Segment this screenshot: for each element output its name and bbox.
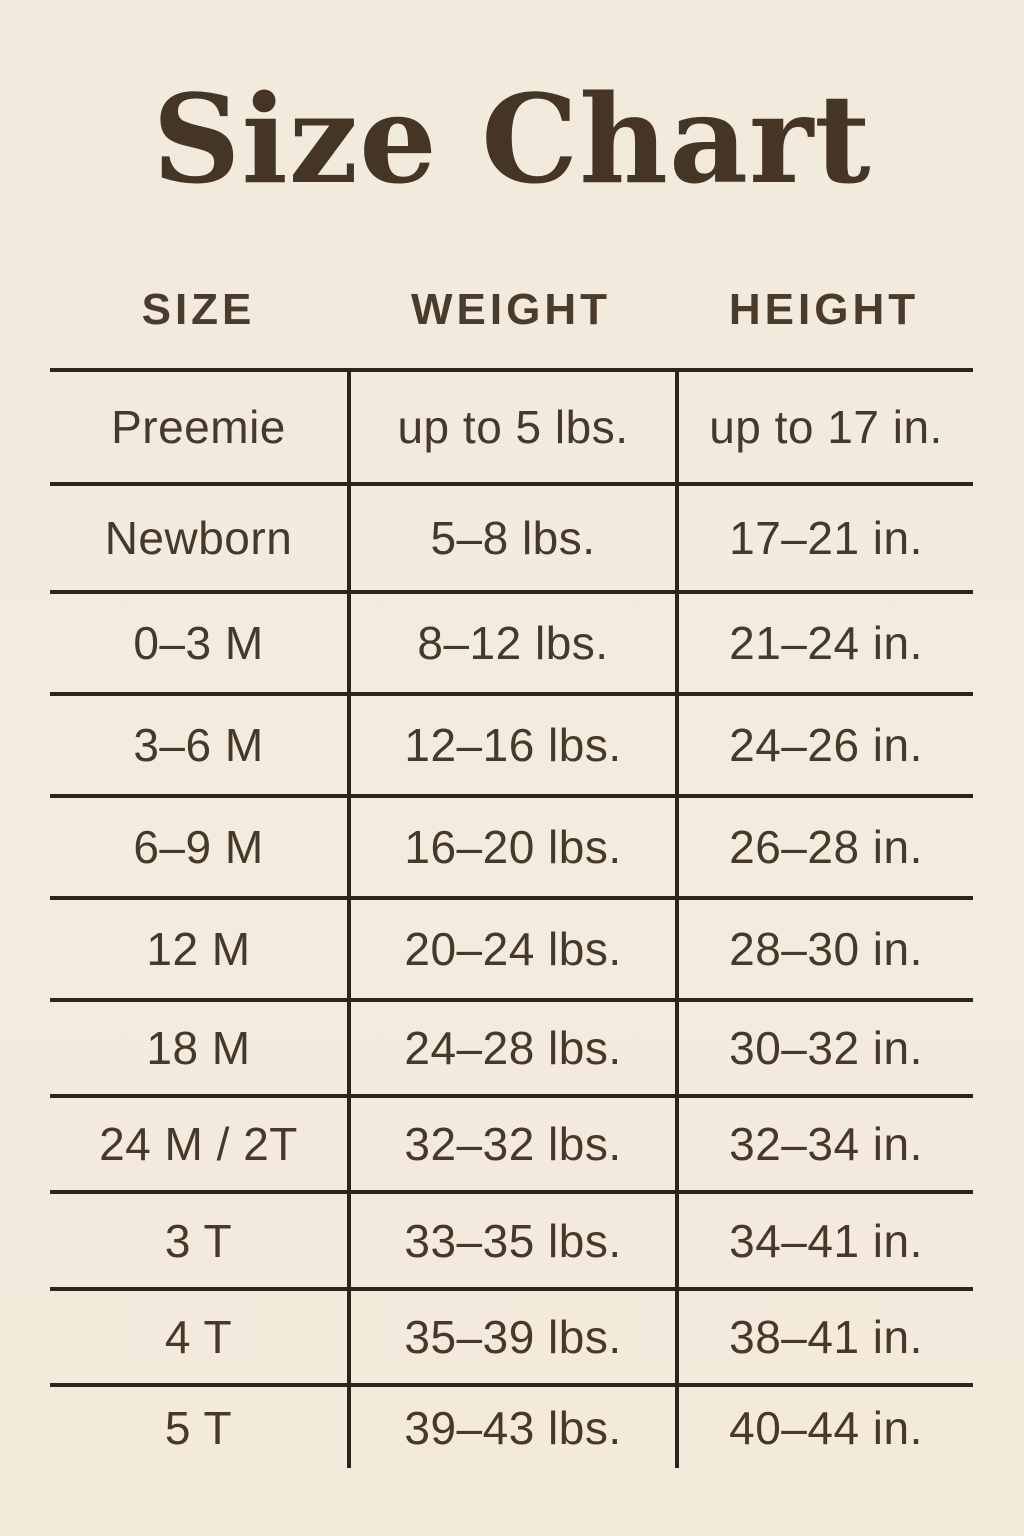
cell-size: 6–9 M (133, 821, 264, 873)
cell-weight: 5–8 lbs. (347, 486, 675, 590)
cell-height: 34–41 in. (675, 1194, 973, 1287)
cell-height: 38–41 in. (675, 1291, 973, 1383)
table-row: 5 T 39–43 lbs. 40–44 in. (50, 1383, 973, 1468)
cell-size: 12 M (146, 923, 251, 975)
table-row: Newborn 5–8 lbs. 17–21 in. (50, 482, 973, 590)
cell-size: Newborn (104, 512, 293, 564)
table-header-row: SIZE WEIGHT HEIGHT (50, 283, 973, 337)
column-header-size: SIZE (141, 285, 256, 334)
cell-weight: 35–39 lbs. (347, 1291, 675, 1383)
cell-size: 4 T (164, 1311, 233, 1363)
cell-size: 3 T (164, 1214, 233, 1267)
cell-height: 26–28 in. (675, 798, 973, 896)
cell-size: 18 M (146, 1022, 251, 1074)
cell-weight: 20–24 lbs. (347, 900, 675, 998)
table-row: Preemie up to 5 lbs. up to 17 in. (50, 368, 973, 482)
column-header-weight: WEIGHT (411, 285, 611, 334)
table-row: 3 T 33–35 lbs. 34–41 in. (50, 1190, 973, 1287)
table-row: 0–3 M 8–12 lbs. 21–24 in. (50, 590, 973, 692)
cell-weight: 32–32 lbs. (347, 1098, 675, 1190)
cell-weight: up to 5 lbs. (347, 372, 675, 482)
cell-height: 30–32 in. (675, 1002, 973, 1094)
cell-size: Preemie (111, 401, 286, 453)
column-header-height: HEIGHT (728, 285, 920, 334)
cell-weight: 8–12 lbs. (347, 594, 675, 692)
table-row: 12 M 20–24 lbs. 28–30 in. (50, 896, 973, 998)
cell-weight: 24–28 lbs. (347, 1002, 675, 1094)
cell-height: 40–44 in. (675, 1387, 973, 1468)
page-title: Size Chart (152, 67, 872, 211)
cell-size: 24 M / 2T (99, 1118, 298, 1170)
cell-weight: 16–20 lbs. (347, 798, 675, 896)
table-row: 24 M / 2T 32–32 lbs. 32–34 in. (50, 1094, 973, 1190)
table-row: 3–6 M 12–16 lbs. 24–26 in. (50, 692, 973, 794)
cell-height: up to 17 in. (675, 372, 973, 482)
cell-height: 21–24 in. (675, 594, 973, 692)
table-row: 6–9 M 16–20 lbs. 26–28 in. (50, 794, 973, 896)
size-chart-table: Preemie up to 5 lbs. up to 17 in. Newbor… (50, 368, 973, 1468)
cell-size: 5 T (164, 1401, 233, 1454)
cell-height: 17–21 in. (675, 486, 973, 590)
cell-height: 28–30 in. (675, 900, 973, 998)
cell-height: 24–26 in. (675, 696, 973, 794)
cell-size: 3–6 M (133, 719, 264, 771)
cell-size: 0–3 M (133, 617, 264, 669)
table-row: 4 T 35–39 lbs. 38–41 in. (50, 1287, 973, 1383)
cell-height: 32–34 in. (675, 1098, 973, 1190)
cell-weight: 39–43 lbs. (347, 1387, 675, 1468)
cell-weight: 33–35 lbs. (347, 1194, 675, 1287)
table-row: 18 M 24–28 lbs. 30–32 in. (50, 998, 973, 1094)
cell-weight: 12–16 lbs. (347, 696, 675, 794)
